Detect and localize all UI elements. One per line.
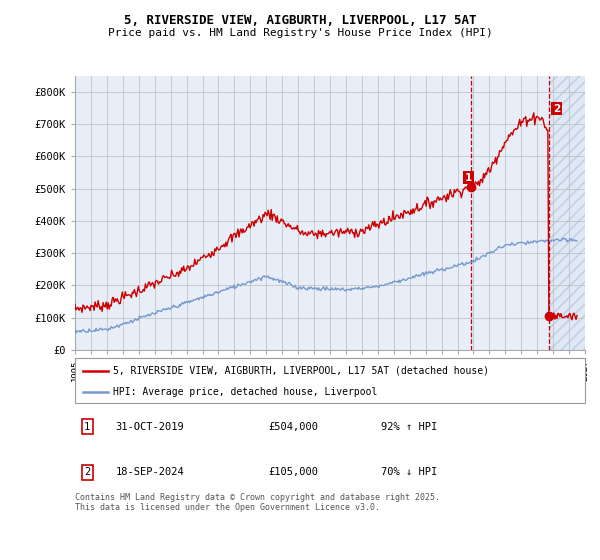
Text: £105,000: £105,000 [269, 467, 319, 477]
Text: 1: 1 [465, 172, 472, 183]
Text: Price paid vs. HM Land Registry's House Price Index (HPI): Price paid vs. HM Land Registry's House … [107, 28, 493, 38]
Text: £504,000: £504,000 [269, 422, 319, 432]
Text: 2: 2 [553, 104, 560, 114]
Text: 92% ↑ HPI: 92% ↑ HPI [381, 422, 437, 432]
Text: 5, RIVERSIDE VIEW, AIGBURTH, LIVERPOOL, L17 5AT (detached house): 5, RIVERSIDE VIEW, AIGBURTH, LIVERPOOL, … [113, 366, 489, 376]
Text: 70% ↓ HPI: 70% ↓ HPI [381, 467, 437, 477]
Bar [548, 76, 585, 350]
FancyBboxPatch shape [75, 358, 585, 403]
Bar [548, 76, 585, 350]
Text: 18-SEP-2024: 18-SEP-2024 [116, 467, 185, 477]
Text: 31-OCT-2019: 31-OCT-2019 [116, 422, 185, 432]
Text: 5, RIVERSIDE VIEW, AIGBURTH, LIVERPOOL, L17 5AT: 5, RIVERSIDE VIEW, AIGBURTH, LIVERPOOL, … [124, 14, 476, 27]
Text: 1: 1 [84, 422, 91, 432]
Text: 2: 2 [84, 467, 91, 477]
Text: Contains HM Land Registry data © Crown copyright and database right 2025.
This d: Contains HM Land Registry data © Crown c… [75, 493, 440, 512]
Text: HPI: Average price, detached house, Liverpool: HPI: Average price, detached house, Live… [113, 387, 377, 397]
